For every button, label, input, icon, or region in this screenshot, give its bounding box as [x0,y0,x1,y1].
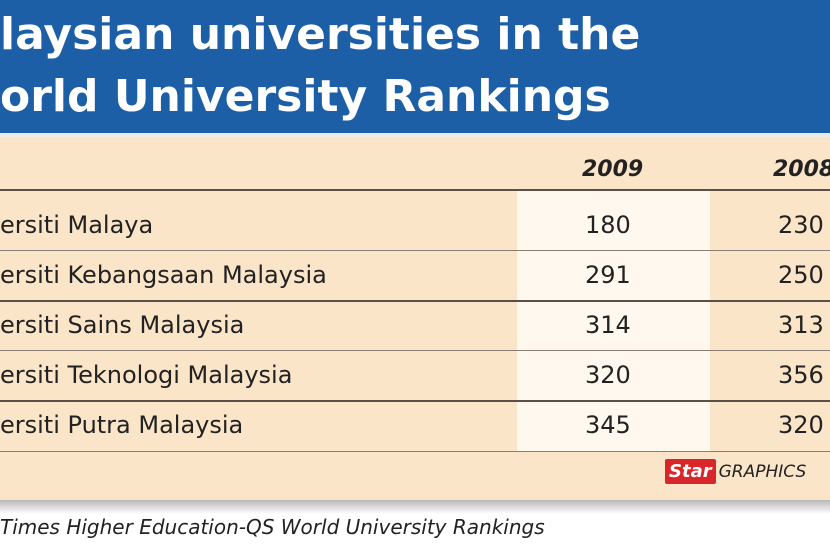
column-2009-highlight [517,190,710,452]
row-divider [0,400,830,402]
row-divider [0,350,830,351]
rank-2008: 320 [778,411,824,439]
university-name: ersiti Kebangsaan Malaysia [0,261,327,289]
table-row: ersiti Malaya 180 230 [0,200,830,250]
header-2009: 2009 [582,157,644,182]
rankings-table: 2009 2008 ersiti Malaya 180 230 ersiti Keba… [0,137,830,500]
university-name: ersiti Malaya [0,211,154,239]
graphics-credit: GRAPHICS [718,461,807,482]
rank-2008: 250 [778,261,824,289]
header-2008: 2008 [773,157,830,182]
rank-2009: 345 [585,411,631,439]
rank-2008: 313 [778,311,824,339]
star-logo: Star [665,459,716,484]
title-line-2: orld University Rankings [0,71,611,122]
rank-2009: 291 [585,261,631,289]
title-banner: laysian universities in the orld Univers… [0,0,830,133]
table-row: ersiti Putra Malaysia 345 320 [0,400,830,450]
university-name: ersiti Teknologi Malaysia [0,361,293,389]
table-row: ersiti Sains Malaysia 314 313 [0,300,830,350]
source-note: Times Higher Education-QS World Universi… [0,515,545,539]
divider [0,133,830,137]
rank-2008: 356 [778,361,824,389]
rank-2009: 314 [585,311,631,339]
row-divider [0,250,830,251]
rank-2008: 230 [778,211,824,239]
rank-2009: 320 [585,361,631,389]
shadow [0,500,830,514]
university-name: ersiti Putra Malaysia [0,411,244,439]
table-row: ersiti Kebangsaan Malaysia 291 250 [0,250,830,300]
bottom-rule [0,451,830,452]
table-row: ersiti Teknologi Malaysia 320 356 [0,350,830,400]
credit: Star GRAPHICS [665,459,806,484]
row-divider [0,300,830,302]
title-line-1: laysian universities in the [0,9,641,60]
header-rule [0,189,830,191]
rank-2009: 180 [585,211,631,239]
university-name: ersiti Sains Malaysia [0,311,245,339]
